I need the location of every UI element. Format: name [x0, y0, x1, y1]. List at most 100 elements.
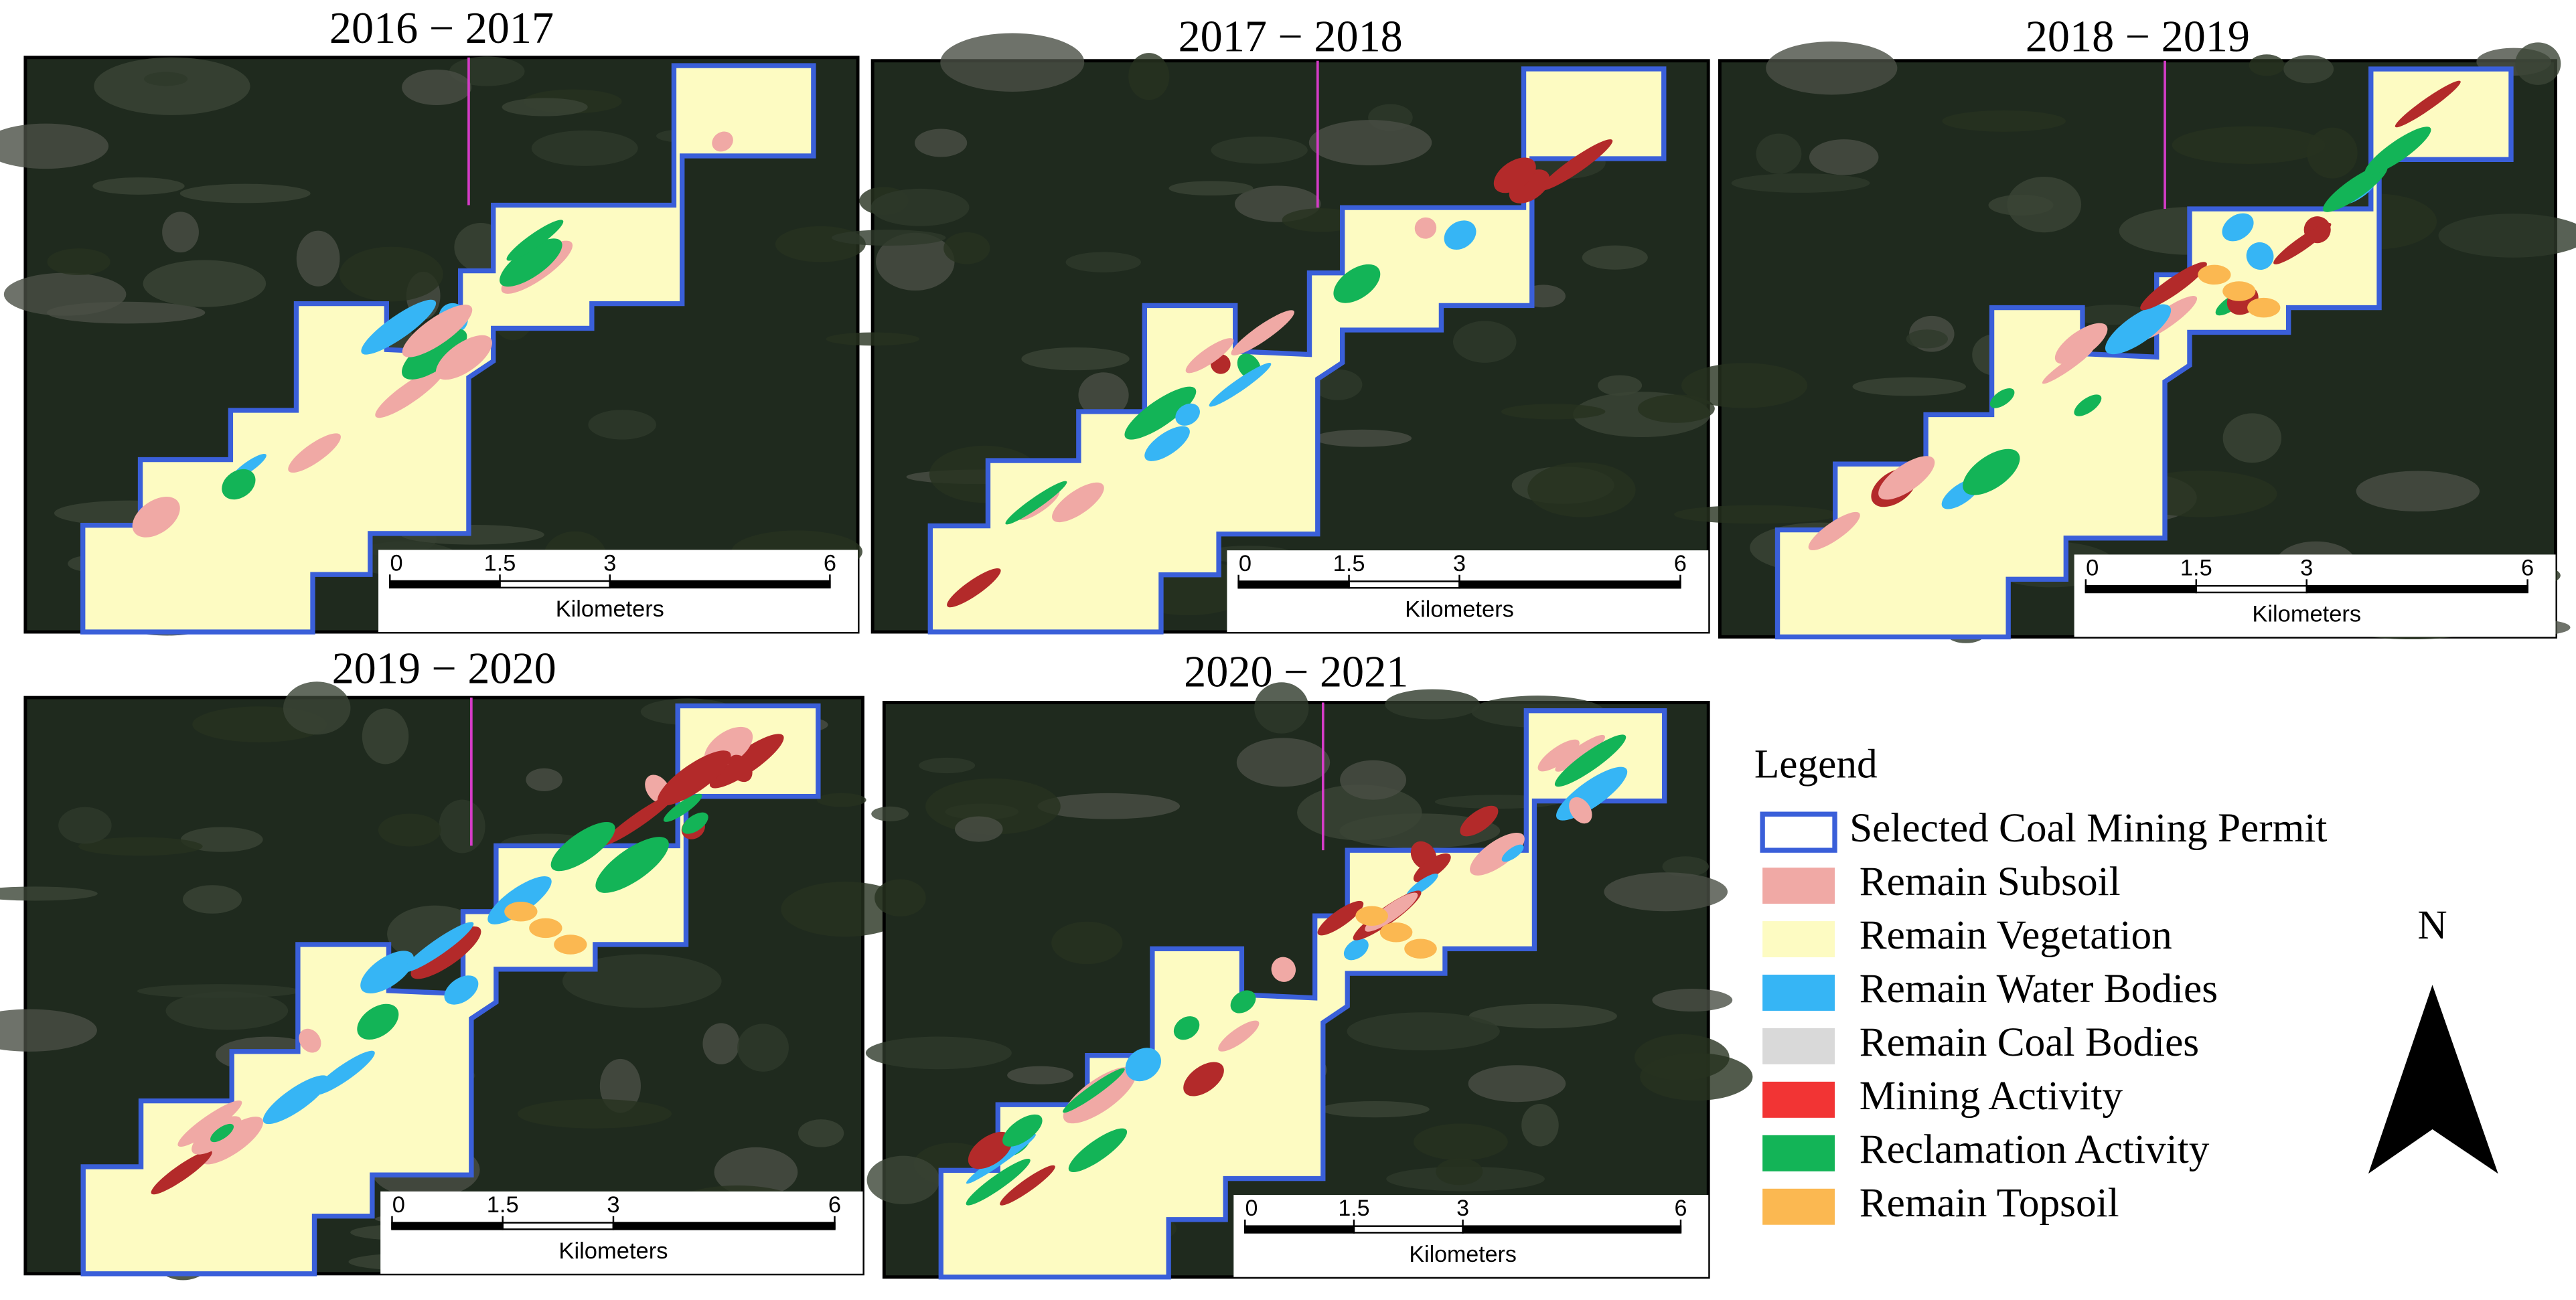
scale-bar-label: 1.5: [1338, 1196, 1369, 1221]
terrain-texture: [339, 246, 443, 302]
land-cover-patch: [262, 1075, 329, 1125]
scale-bar-label: 3: [607, 1192, 619, 1218]
scale-bar-box: [378, 550, 858, 633]
land-cover-patch: [947, 568, 1001, 608]
terrain-texture: [2283, 55, 2334, 84]
scale-bar-label: 3: [2300, 556, 2313, 581]
land-cover-patch: [2246, 242, 2274, 270]
land-cover-patch: [487, 876, 552, 924]
terrain-texture: [1312, 369, 1363, 400]
land-cover-patch: [1125, 1048, 1161, 1082]
land-cover-patch: [550, 821, 615, 872]
scale-bar-label: 0: [1239, 551, 1252, 576]
land-cover-patch: [595, 837, 669, 893]
topsoil-patch: [554, 935, 587, 955]
scale-bar-segment: [502, 1222, 615, 1230]
land-cover-patch: [410, 926, 481, 979]
terrain-texture: [702, 1023, 740, 1064]
land-cover-patch: [1183, 1062, 1224, 1096]
terrain-texture: [599, 1058, 641, 1113]
land-cover-patch: [1413, 853, 1451, 883]
terrain-texture: [502, 98, 588, 116]
scale-bar-segment: [2085, 584, 2198, 594]
land-cover-patch: [402, 305, 473, 357]
terrain-texture: [1468, 1065, 1566, 1103]
terrain-texture: [2356, 471, 2480, 512]
terrain-texture: [78, 837, 203, 856]
terrain-texture: [2307, 127, 2358, 179]
land-cover-patch: [728, 754, 753, 783]
terrain-texture: [1297, 785, 1422, 841]
land-cover-patch: [1175, 403, 1200, 426]
terrain-texture: [919, 757, 976, 774]
scale-bar-segment: [612, 1222, 836, 1230]
land-cover-patch: [1124, 386, 1197, 440]
terrain-texture: [94, 57, 250, 115]
land-cover-patch: [403, 922, 474, 973]
land-cover-patch: [1569, 797, 1592, 824]
land-cover-patch: [177, 1100, 242, 1147]
terrain-texture: [1385, 689, 1480, 720]
topsoil-patch: [1355, 906, 1388, 926]
terrain-texture: [58, 807, 112, 844]
land-cover-patch: [2273, 222, 2332, 264]
land-cover-patch: [1414, 217, 1437, 239]
terrain-texture: [3, 272, 127, 316]
terrain-texture: [1254, 682, 1309, 734]
scale-bar-segment: [499, 580, 611, 589]
topsoil-patch: [1379, 922, 1413, 943]
terrain-texture: [798, 1119, 844, 1147]
terrain-texture: [925, 778, 1061, 835]
terrain-texture: [1314, 429, 1412, 447]
legend-swatch: [1762, 1188, 1835, 1225]
land-cover-patch: [2074, 394, 2102, 416]
terrain-texture: [1468, 1003, 1617, 1029]
land-cover-patch: [1317, 900, 1364, 936]
scale-bar-label: 3: [1456, 1196, 1469, 1221]
land-cover-patch: [402, 329, 467, 380]
land-cover-patch: [1501, 844, 1524, 862]
terrain-texture: [1662, 856, 1709, 877]
topsoil-patch: [2222, 281, 2256, 301]
terrain-texture: [2438, 214, 2576, 258]
land-cover-patch: [1555, 734, 1605, 772]
terrain-texture: [162, 212, 199, 253]
land-cover-patch: [1343, 939, 1369, 961]
terrain-texture: [0, 123, 109, 169]
terrain-texture: [1674, 505, 1838, 524]
terrain-texture: [1852, 377, 1967, 396]
terrain-texture: [1640, 1053, 1753, 1101]
scale-bar-label: 0: [390, 551, 403, 576]
terrain-texture: [1436, 1158, 1483, 1186]
scale-bar-unit: Kilometers: [1409, 1242, 1516, 1267]
scale-bar-box: [1227, 550, 1709, 633]
scale-bar-unit: Kilometers: [1405, 596, 1514, 622]
terrain-texture: [1236, 738, 1331, 787]
terrain-texture: [915, 129, 968, 157]
legend-swatch: [1762, 921, 1835, 958]
legend-label: Remain Vegetation: [1860, 912, 2172, 958]
scale-bar-label: 1.5: [487, 1192, 519, 1218]
terrain-texture: [183, 885, 242, 914]
scale-bar-box: [380, 1191, 863, 1274]
land-cover-patch: [375, 367, 445, 418]
land-cover-patch: [444, 975, 479, 1005]
terrain-texture: [296, 230, 340, 287]
terrain-texture: [1527, 462, 1636, 517]
terrain-texture: [1582, 245, 1648, 270]
terrain-texture: [1521, 1104, 1559, 1147]
scale-bar-segment: [1348, 580, 1460, 589]
land-cover-patch: [1963, 449, 2020, 495]
land-cover-patch: [210, 1123, 234, 1143]
land-cover-patch: [151, 1150, 212, 1195]
terrain-texture: [871, 806, 909, 821]
topsoil-patch: [2198, 264, 2231, 285]
scale-bar-label: 6: [824, 551, 836, 576]
scale-bar-label: 6: [828, 1192, 841, 1218]
map-panel: 0 1.5 3 6 Kilometers: [865, 682, 1753, 1280]
land-cover-patch: [288, 433, 341, 473]
legend-swatch: [1762, 1135, 1835, 1171]
terrain-texture: [378, 813, 441, 847]
terrain-texture: [870, 188, 970, 226]
terrain-texture: [940, 33, 1085, 92]
